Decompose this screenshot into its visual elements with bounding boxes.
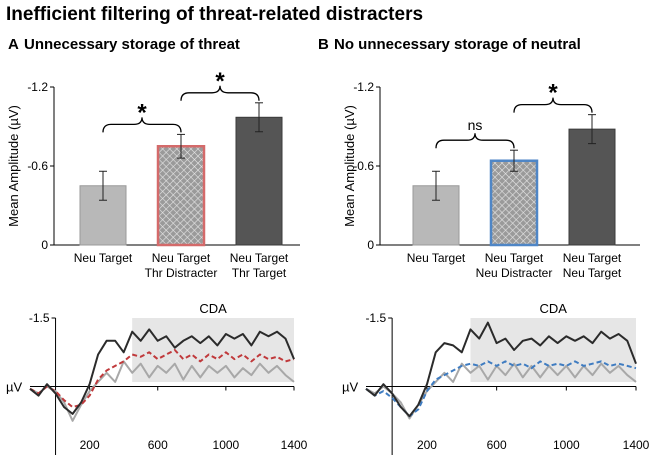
panel-a-bar xyxy=(235,116,283,246)
panel-a-letter: A xyxy=(8,36,19,53)
panel-b-category-label: Neu Target xyxy=(485,251,544,265)
panel-a-bar xyxy=(156,145,206,247)
panel-c-x-tick-label: 1400 xyxy=(281,438,308,452)
panel-a-y-axis-label: Mean Amplitude (µV) xyxy=(6,105,21,227)
panel-d-series-line xyxy=(365,321,637,418)
panel-a-comparison-bracket xyxy=(180,85,260,101)
panel-c-series-line xyxy=(29,349,295,409)
panel-d-x-tick-label: 1000 xyxy=(553,438,580,452)
panel-c-series-line xyxy=(29,360,295,422)
panel-c-waveform: CDA -1.5 µV 200 600 1000 1400 xyxy=(6,301,308,455)
panel-b-significance-label: * xyxy=(548,80,558,107)
panel-c-x-tick-label: 600 xyxy=(148,438,168,452)
panel-d-cda-label: CDA xyxy=(540,301,568,316)
panel-a-significance-label: * xyxy=(215,68,225,95)
panel-a-y-tick-label: -1.2 xyxy=(27,80,48,94)
panel-b-title: No unnecessary storage of neutral xyxy=(334,36,581,53)
panel-b-category-label: Neu Target xyxy=(563,266,622,280)
panel-a-bar-chart: -1.2 -0.6 0 Mean Amplitude (µV) Neu Target Ne… xyxy=(6,68,300,280)
panel-a-comparison-bracket xyxy=(102,117,182,133)
panel-a-category-label: Neu Target xyxy=(152,251,211,265)
panel-b-significance-label: ns xyxy=(468,117,483,133)
figure-title: Inefficient filtering of threat-related … xyxy=(6,4,423,25)
panel-a-significance-label: * xyxy=(137,99,147,126)
panel-c-cda-label: CDA xyxy=(199,301,227,316)
panel-b-category-label: Neu Target xyxy=(407,251,466,265)
panel-b-category-label: Neu Target xyxy=(563,251,622,265)
panel-c-x-tick-label: 200 xyxy=(80,438,100,452)
panel-a-y-tick-label: -0.6 xyxy=(27,159,48,173)
panel-d-y-tick-label: -1.5 xyxy=(365,311,386,325)
panel-d-x-tick-label: 200 xyxy=(417,438,437,452)
panel-c-series-line xyxy=(29,328,295,415)
panel-d-x-tick-label: 1400 xyxy=(623,438,650,452)
panel-a-category-label: Thr Distracter xyxy=(145,266,218,280)
panel-c-y-axis-label: µV xyxy=(6,380,22,395)
panel-b-y-tick-label: -1.2 xyxy=(353,80,374,94)
panel-d-y-axis-label: µV xyxy=(342,380,358,395)
panel-b-category-label: Neu Distracter xyxy=(476,266,553,280)
panel-b-letter: B xyxy=(318,36,329,53)
panel-b-y-tick-label: 0 xyxy=(367,238,374,252)
panel-d-waveform: CDA -1.5 µV 200 600 1000 1400 xyxy=(342,301,650,455)
panel-a-y-tick-label: 0 xyxy=(41,238,48,252)
panel-b-bar xyxy=(489,159,539,247)
panel-a-category-label: Thr Target xyxy=(232,266,287,280)
panel-b-comparison-bracket xyxy=(513,97,593,113)
panel-a-title: Unnecessary storage of threat xyxy=(24,36,240,53)
panel-b-bar xyxy=(568,128,616,246)
panel-b-y-tick-label: -0.6 xyxy=(353,159,374,173)
panel-b-comparison-bracket xyxy=(435,133,515,149)
panel-a-category-label: Neu Target xyxy=(74,251,133,265)
panel-d-series-line xyxy=(365,362,637,420)
panel-c-y-tick-label: -1.5 xyxy=(29,311,50,325)
panel-b-y-axis-label: Mean Amplitude (µV) xyxy=(342,105,357,227)
panel-c-x-tick-label: 1000 xyxy=(213,438,240,452)
panel-d-x-tick-label: 600 xyxy=(487,438,507,452)
panel-a-category-label: Neu Target xyxy=(230,251,289,265)
